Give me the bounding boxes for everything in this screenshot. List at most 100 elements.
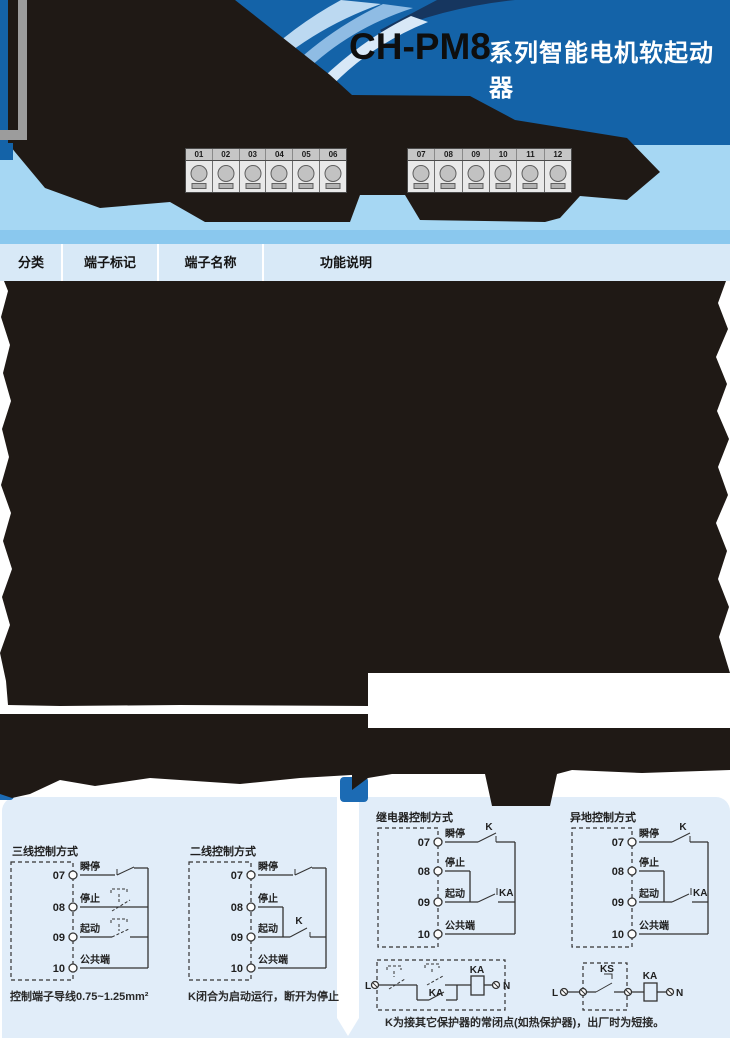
- relay-coil-circuit: L KA KA N: [365, 959, 510, 1011]
- terminal-label: 瞬停: [445, 827, 465, 840]
- terminal-slot-icon: [191, 183, 207, 189]
- terminal-no: 10: [612, 929, 624, 941]
- remote-coil-circuit: L KS KA N: [552, 962, 683, 1011]
- terminal-number: 06: [328, 150, 338, 159]
- terminal-number: 01: [186, 149, 213, 160]
- wire-gauge-note: 控制端子导线0.75~1.25mm²: [10, 991, 149, 1003]
- diagram-title: 二线控制方式: [190, 844, 256, 858]
- terminal-no: 10: [53, 963, 65, 975]
- terminal-slot-icon: [245, 183, 261, 189]
- terminal-number: 07: [408, 149, 436, 160]
- terminal-label: 公共端: [258, 953, 288, 966]
- switch-label: K: [295, 916, 303, 927]
- terminal-no: 10: [231, 963, 243, 975]
- terminal-screw-icon: [439, 165, 457, 182]
- terminal-label: 起动: [79, 922, 100, 935]
- terminal-label: 公共端: [80, 953, 110, 966]
- terminal-no: 10: [418, 929, 430, 941]
- terminal-screw-icon: [297, 165, 315, 182]
- terminal-cell: [435, 161, 463, 192]
- redacted-table-body: [0, 281, 730, 706]
- terminal-label: 公共端: [639, 919, 669, 932]
- terminal-number: 10: [490, 149, 518, 160]
- terminal-label: 瞬停: [258, 860, 278, 873]
- terminal-cell: [408, 161, 436, 192]
- column-header: 端子名称: [184, 255, 237, 270]
- terminal-no: 08: [53, 902, 65, 914]
- terminal-slot-icon: [413, 183, 429, 189]
- terminal-label: 瞬停: [80, 860, 100, 873]
- terminal-screw-icon: [324, 165, 342, 182]
- terminal-no: 07: [231, 870, 243, 882]
- terminal-slot-icon: [495, 183, 511, 189]
- photo-frame-edge-vertical: [18, 0, 27, 135]
- terminal-cell: [266, 161, 294, 192]
- product-model-title: CH-PM8: [349, 26, 491, 67]
- terminal-slot-icon: [522, 183, 538, 189]
- coil-label: KA: [643, 971, 657, 982]
- terminal-slot-icon: [325, 183, 341, 189]
- terminal-screw-icon: [190, 165, 208, 182]
- redacted-section-title-right: [352, 728, 730, 806]
- terminal-no: 08: [612, 866, 624, 878]
- terminal-slot-icon: [298, 183, 314, 189]
- contact-label: KA: [499, 888, 513, 899]
- terminal-number: 08: [435, 149, 463, 160]
- three-wire-diagram: 三线控制方式 07 08 09 10 瞬停 停止 起动 公共端: [10, 844, 149, 981]
- column-divider: [157, 244, 159, 281]
- neutral-terminal-label: N: [503, 981, 510, 992]
- two-wire-note: K闭合为启动运行，断开为停止: [188, 991, 339, 1003]
- redacted-section-title-left: [0, 714, 368, 798]
- terminal-strip-01-06: 01 02 03 04 05 06: [185, 148, 347, 193]
- terminal-label: 公共端: [445, 919, 475, 932]
- terminal-slot-icon: [550, 183, 566, 189]
- terminal-number: 09: [463, 149, 490, 160]
- terminal-no: 09: [231, 932, 243, 944]
- terminal-slot-icon: [218, 183, 234, 189]
- terminal-label: 起动: [638, 887, 659, 900]
- terminal-strip-07-12: 07 08 09 10 11 12: [407, 148, 572, 193]
- switch-label: K: [485, 822, 493, 833]
- terminal-screw-icon: [412, 165, 430, 182]
- relay-control-diagram: 继电器控制方式 K KA 07 08 09 10 瞬停 停止 起动 公共端: [376, 810, 516, 948]
- terminal-cell: [239, 161, 267, 192]
- neutral-terminal-label: N: [676, 988, 683, 999]
- product-subtitle: 系列智能电机软起动器: [489, 40, 714, 102]
- column-divider: [262, 244, 264, 281]
- line-terminal-label: L: [552, 988, 558, 999]
- terminal-cell: [320, 161, 346, 192]
- switch-label: K: [679, 822, 687, 833]
- terminal-label: 停止: [258, 892, 278, 905]
- terminal-number: 02: [213, 149, 240, 160]
- terminal-no: 08: [231, 902, 243, 914]
- terminal-cell: [489, 161, 518, 192]
- terminal-no: 08: [418, 866, 430, 878]
- terminal-no: 09: [418, 897, 430, 909]
- terminal-label: 停止: [639, 856, 659, 869]
- terminal-no: 07: [418, 837, 430, 849]
- terminal-slot-icon: [271, 183, 287, 189]
- table-top-strip: [0, 230, 730, 244]
- terminal-no: 07: [53, 870, 65, 882]
- column-divider: [61, 244, 63, 281]
- column-header: 端子标记: [83, 255, 136, 270]
- terminal-cell: [212, 161, 240, 192]
- terminal-label: 停止: [80, 892, 100, 905]
- k-contact-note: K为接其它保护器的常闭点(如热保护器)，出厂时为短接。: [385, 1017, 665, 1029]
- switch-label: KS: [600, 964, 614, 975]
- line-terminal-label: L: [365, 981, 371, 992]
- terminal-screw-icon: [549, 165, 567, 182]
- diagram-title: 异地控制方式: [570, 810, 636, 824]
- terminal-screw-icon: [270, 165, 288, 182]
- terminal-number: 03: [240, 149, 267, 160]
- contact-label: KA: [693, 888, 707, 899]
- blue-edge-sliver: [0, 143, 13, 160]
- column-header: 分类: [17, 255, 44, 270]
- coil-label: KA: [470, 965, 484, 976]
- terminal-slot-icon: [440, 183, 456, 189]
- terminal-screw-icon: [494, 165, 512, 182]
- contact-label: KA: [429, 988, 443, 999]
- panel-separator: [337, 797, 359, 1018]
- remote-control-diagram: 异地控制方式 K KA 07 08 09 10 瞬停 停止 起动 公共端: [570, 810, 709, 948]
